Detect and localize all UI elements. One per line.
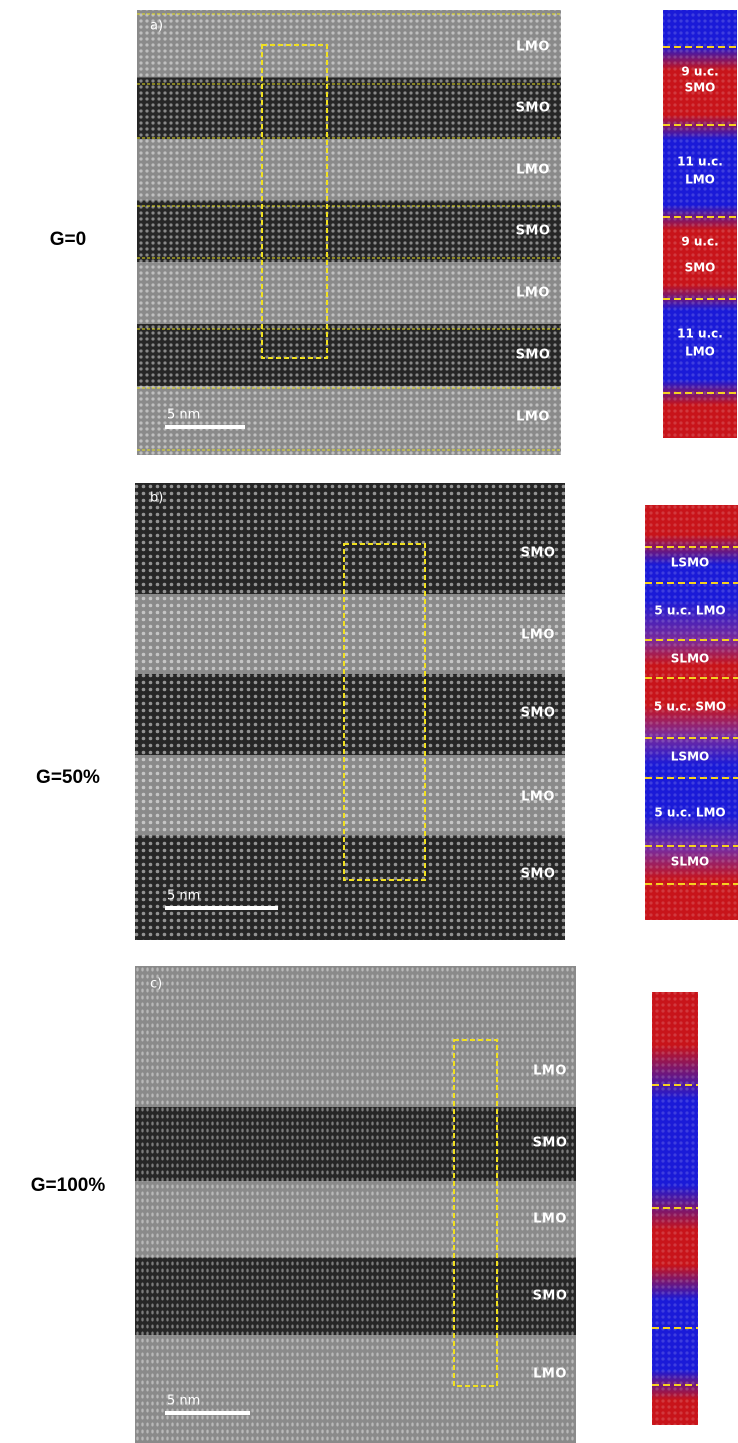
condition-label: G=0 <box>50 229 86 250</box>
panel-label: a) <box>150 19 163 34</box>
panel: G=50% b) SMO LMO SMO LMO SMO 5 nm LSMO 5 u.c. LMO… <box>36 483 738 940</box>
profile-label: 5 u.c. LMO <box>654 604 725 618</box>
layer-label: LMO <box>533 1367 567 1382</box>
condition-label: G=50% <box>36 767 100 788</box>
layer-label: SMO <box>521 706 556 721</box>
layer-label: LMO <box>533 1212 567 1227</box>
layer-label: LMO <box>516 163 550 178</box>
layer-label: LMO <box>521 790 555 805</box>
profile-label: 5 u.c. LMO <box>654 806 725 820</box>
profile-label: 11 u.c. <box>677 155 723 169</box>
profile-label: LSMO <box>671 750 709 764</box>
layer-label: LMO <box>533 1064 567 1079</box>
condition-label: G=100% <box>31 1175 106 1196</box>
profile-label: SMO <box>685 261 716 275</box>
figure: G=0 a) LMO SMO LMO SMO LMO SMO LMO 5 nm 9 u.c. SMO 1… <box>0 0 738 1443</box>
panel-label: b) <box>150 491 163 506</box>
scale-bar-label: 5 nm <box>167 408 200 423</box>
lattice <box>135 966 576 1443</box>
profile-label: LMO <box>685 173 715 187</box>
profile-label: SLMO <box>671 652 709 666</box>
panel: G=0 a) LMO SMO LMO SMO LMO SMO LMO 5 nm 9 u.c. SMO 1… <box>50 10 737 455</box>
profile-label: 5 u.c. SMO <box>654 700 726 714</box>
profile-label: 9 u.c. <box>681 235 718 249</box>
layer-label: LMO <box>516 286 550 301</box>
layer-label: SMO <box>516 101 551 116</box>
layer-label: SMO <box>516 224 551 239</box>
scale-bar-label: 5 nm <box>167 1394 200 1409</box>
profile-label: 11 u.c. <box>677 327 723 341</box>
layer-label: SMO <box>521 867 556 882</box>
profile-label: 9 u.c. <box>681 65 718 79</box>
scale-bar-label: 5 nm <box>167 889 200 904</box>
layer-label: LMO <box>516 410 550 425</box>
layer-label: SMO <box>521 546 556 561</box>
lattice <box>135 483 565 940</box>
layer-label: SMO <box>516 348 551 363</box>
panel: G=100% c) LMO SMO LMO SMO LMO 5 nm <box>31 966 698 1443</box>
profile-label: LMO <box>685 345 715 359</box>
layer-label: LMO <box>521 628 555 643</box>
layer-label: SMO <box>533 1289 568 1304</box>
profile-label: SLMO <box>671 855 709 869</box>
profile-label: LSMO <box>671 556 709 570</box>
layer-label: SMO <box>533 1136 568 1151</box>
panel-label: c) <box>150 977 162 992</box>
profile-label: SMO <box>685 81 716 95</box>
layer-label: LMO <box>516 40 550 55</box>
